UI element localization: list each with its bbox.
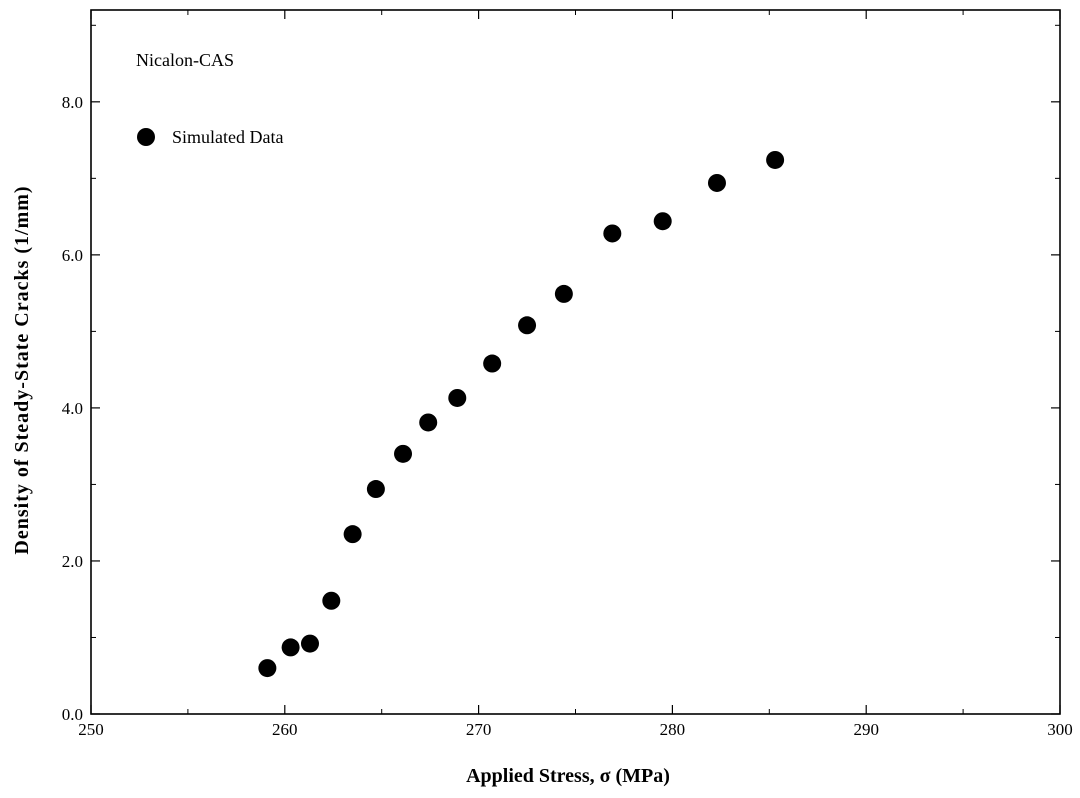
data-point xyxy=(343,525,362,544)
y-tick-label: 0.0 xyxy=(62,705,83,724)
data-point xyxy=(366,480,385,499)
data-points xyxy=(258,150,785,678)
data-point xyxy=(258,659,277,678)
data-point xyxy=(603,224,622,243)
plot-frame xyxy=(90,9,1061,715)
y-tick-label: 6.0 xyxy=(62,246,83,265)
data-point xyxy=(281,638,300,657)
x-tick-label: 280 xyxy=(660,720,686,739)
x-tick-label: 270 xyxy=(466,720,492,739)
x-tick-label: 300 xyxy=(1047,720,1073,739)
legend: Simulated Data xyxy=(137,127,283,147)
data-point xyxy=(518,316,537,335)
x-tick-label: 260 xyxy=(272,720,298,739)
data-point xyxy=(448,388,467,407)
data-point xyxy=(483,354,502,373)
annotation-label: Nicalon-CAS xyxy=(136,50,234,70)
legend-marker xyxy=(137,128,155,146)
data-point xyxy=(419,413,438,432)
data-point xyxy=(653,212,672,231)
y-tick-label: 4.0 xyxy=(62,399,83,418)
data-point xyxy=(300,634,319,653)
x-tick-label: 250 xyxy=(78,720,104,739)
data-point xyxy=(707,173,726,192)
data-point xyxy=(322,591,341,610)
data-point xyxy=(554,284,573,303)
x-tick-labels: 250 260 270 280 290 300 xyxy=(78,720,1073,739)
y-tick-label: 2.0 xyxy=(62,552,83,571)
y-axis-title: Density of Steady-State Cracks (1/mm) xyxy=(11,185,33,554)
x-tick-label: 290 xyxy=(853,720,879,739)
legend-label: Simulated Data xyxy=(172,127,283,147)
data-point xyxy=(394,444,413,463)
data-point xyxy=(766,150,785,169)
y-tick-labels: 0.0 2.0 4.0 6.0 8.0 xyxy=(62,93,83,724)
x-axis-title: Applied Stress, σ (MPa) xyxy=(466,765,670,787)
y-tick-label: 8.0 xyxy=(62,93,83,112)
axis-ticks xyxy=(90,10,1061,715)
